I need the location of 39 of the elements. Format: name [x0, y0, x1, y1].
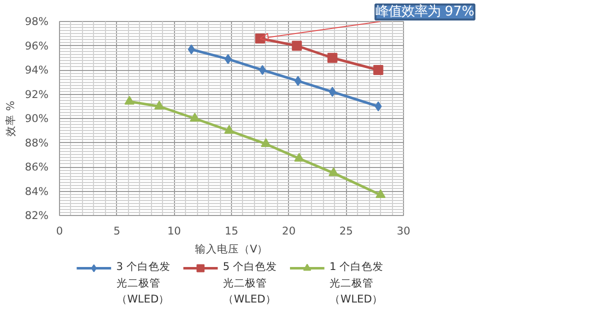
point [373, 65, 384, 75]
y-tick-label: 84% [24, 184, 48, 198]
point [294, 76, 302, 86]
legend-label: 1 个白色发光二极管（WLED） [330, 260, 384, 306]
x-tick-label: 25 [339, 224, 353, 238]
y-tick-label: 88% [24, 136, 48, 150]
point [258, 65, 266, 75]
point [224, 124, 234, 134]
legend-label: 5 个白色发光二极管（WLED） [222, 260, 278, 306]
y-tick-label: 90% [24, 112, 48, 125]
point [292, 40, 302, 51]
point [328, 167, 339, 176]
y-tick-label: 92% [24, 88, 48, 101]
x-tick-label: 30 [396, 224, 410, 238]
point [154, 100, 164, 110]
point [294, 152, 304, 162]
y-axis-title: 效率 % [4, 100, 17, 136]
point [376, 189, 386, 198]
point [374, 101, 382, 112]
point [328, 86, 336, 97]
y-tick-label: 86% [24, 160, 48, 174]
point [224, 54, 232, 64]
point [124, 96, 134, 105]
annotation: 峰值效率为 97% [376, 4, 474, 20]
x-tick-label: 15 [224, 224, 238, 238]
y-tick-label: 96% [24, 39, 48, 52]
y-tick-label: 94% [24, 64, 48, 76]
point [260, 138, 271, 148]
legend-label: 3 个白色发光二极管（WLED） [116, 260, 170, 306]
x-tick-label: 20 [282, 224, 296, 238]
x-axis-title: 输入电压（V） [194, 242, 268, 256]
y-tick-label: 82% [24, 209, 48, 222]
x-tick-label: 0 [56, 224, 64, 238]
point [188, 44, 195, 54]
x-tick-label: 5 [113, 224, 120, 238]
point [190, 112, 200, 122]
point [327, 52, 338, 63]
y-tick-label: 98% [24, 15, 48, 28]
x-tick-label: 10 [167, 224, 182, 238]
